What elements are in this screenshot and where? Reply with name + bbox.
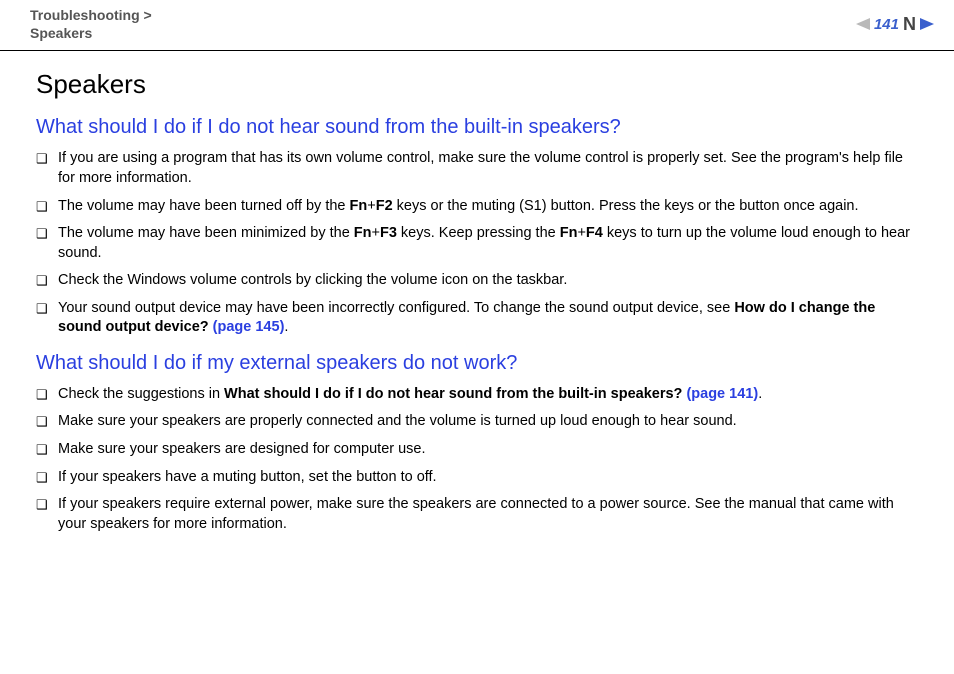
bullet-icon: ❑	[36, 224, 58, 243]
item-text: The volume may have been turned off by t…	[58, 197, 918, 217]
text-run: .	[284, 319, 288, 335]
section-question: What should I do if I do not hear sound …	[36, 116, 918, 139]
list-item: ❑Make sure your speakers are designed fo…	[36, 440, 918, 460]
page-link[interactable]: (page 141)	[686, 386, 758, 402]
breadcrumb-line1: Troubleshooting >	[30, 7, 152, 23]
page-number: 141	[874, 16, 899, 33]
page-title: Speakers	[36, 69, 918, 100]
text-run: keys. Keep pressing the	[397, 225, 560, 241]
bold-text: F2	[376, 198, 393, 214]
text-run: +	[372, 225, 380, 241]
bullet-icon: ❑	[36, 299, 58, 318]
text-run: keys or the muting (S1) button. Press th…	[393, 198, 859, 214]
bold-text: Fn	[560, 225, 578, 241]
list-item: ❑Check the suggestions in What should I …	[36, 385, 918, 405]
list-item: ❑Make sure your speakers are properly co…	[36, 412, 918, 432]
bold-text: F4	[586, 225, 603, 241]
text-run: +	[367, 198, 375, 214]
item-text: The volume may have been minimized by th…	[58, 224, 918, 263]
text-run: Check the suggestions in	[58, 386, 224, 402]
bullet-icon: ❑	[36, 385, 58, 404]
text-run: Make sure your speakers are properly con…	[58, 413, 737, 429]
bold-text: Fn	[354, 225, 372, 241]
text-run: Your sound output device may have been i…	[58, 300, 734, 316]
page-header: Troubleshooting > Speakers 141 N	[0, 0, 954, 50]
bullet-icon: ❑	[36, 271, 58, 290]
text-run: Check the Windows volume controls by cli…	[58, 272, 567, 288]
n-glyph: N	[903, 14, 916, 35]
bold-text: F3	[380, 225, 397, 241]
section-question: What should I do if my external speakers…	[36, 352, 918, 375]
breadcrumb-line2: Speakers	[30, 25, 92, 41]
text-run: +	[577, 225, 585, 241]
item-text: Make sure your speakers are designed for…	[58, 440, 918, 460]
bold-text: What should I do if I do not hear sound …	[224, 386, 686, 402]
list-item: ❑If your speakers require external power…	[36, 495, 918, 534]
list-item: ❑Your sound output device may have been …	[36, 299, 918, 338]
document-page: { "header": { "breadcrumb_line1": "Troub…	[0, 0, 954, 674]
bullet-icon: ❑	[36, 468, 58, 487]
text-run: If your speakers have a muting button, s…	[58, 469, 437, 485]
text-run: The volume may have been minimized by th…	[58, 225, 354, 241]
list-item: ❑Check the Windows volume controls by cl…	[36, 271, 918, 291]
text-run: If you are using a program that has its …	[58, 150, 903, 186]
page-link[interactable]: (page 145)	[213, 319, 285, 335]
breadcrumb: Troubleshooting > Speakers	[30, 6, 152, 42]
item-text: If your speakers require external power,…	[58, 495, 918, 534]
list-item: ❑The volume may have been turned off by …	[36, 197, 918, 217]
bullet-icon: ❑	[36, 197, 58, 216]
bullet-icon: ❑	[36, 149, 58, 168]
text-run: .	[758, 386, 762, 402]
bullet-icon: ❑	[36, 440, 58, 459]
bold-text: Fn	[350, 198, 368, 214]
item-text: If your speakers have a muting button, s…	[58, 468, 918, 488]
bullet-icon: ❑	[36, 412, 58, 431]
list-item: ❑The volume may have been minimized by t…	[36, 224, 918, 263]
prev-page-arrow-icon[interactable]	[856, 18, 870, 30]
item-text: If you are using a program that has its …	[58, 149, 918, 188]
text-run: If your speakers require external power,…	[58, 496, 894, 532]
item-text: Check the Windows volume controls by cli…	[58, 271, 918, 291]
item-list: ❑Check the suggestions in What should I …	[36, 385, 918, 534]
next-page-arrow-icon[interactable]	[920, 18, 934, 30]
page-content: Speakers What should I do if I do not he…	[0, 51, 954, 534]
item-text: Make sure your speakers are properly con…	[58, 412, 918, 432]
bullet-icon: ❑	[36, 495, 58, 514]
page-number-nav: 141 N	[856, 14, 934, 35]
item-text: Your sound output device may have been i…	[58, 299, 918, 338]
text-run: The volume may have been turned off by t…	[58, 198, 350, 214]
item-text: Check the suggestions in What should I d…	[58, 385, 918, 405]
list-item: ❑If you are using a program that has its…	[36, 149, 918, 188]
text-run: Make sure your speakers are designed for…	[58, 441, 426, 457]
list-item: ❑If your speakers have a muting button, …	[36, 468, 918, 488]
item-list: ❑If you are using a program that has its…	[36, 149, 918, 338]
